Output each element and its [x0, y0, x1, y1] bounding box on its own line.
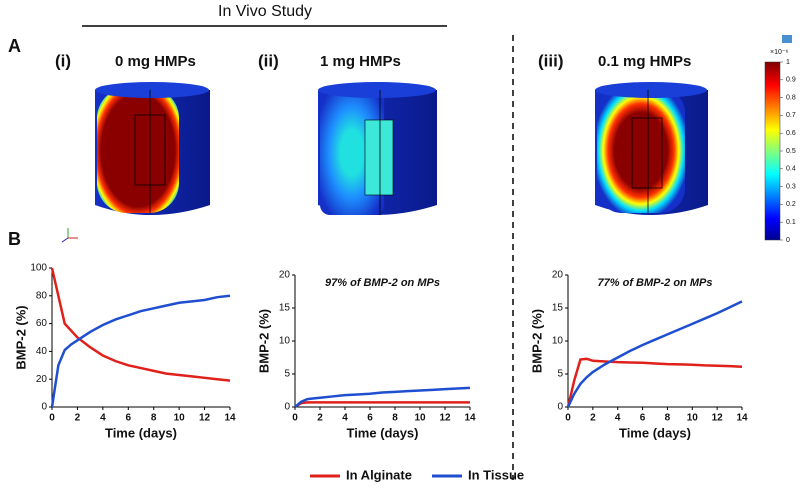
column-label: (ii) — [258, 51, 279, 70]
y-tick-label: 10 — [552, 336, 564, 347]
colorbar-tick-label: 0.9 — [786, 77, 796, 84]
x-tick-label: 6 — [126, 413, 132, 424]
y-tick-label: 0 — [41, 402, 47, 413]
y-tick-label: 0 — [557, 402, 563, 413]
x-tick-label: 2 — [317, 413, 323, 424]
series-line — [566, 300, 743, 408]
y-tick-label: 20 — [552, 270, 564, 281]
column-title: 1 mg HMPs — [320, 53, 401, 70]
x-tick-label: 12 — [439, 413, 451, 424]
colorbar — [764, 61, 781, 241]
legend-label: In Alginate — [346, 467, 412, 482]
series-line — [566, 357, 743, 408]
x-axis-label: Time (days) — [346, 425, 418, 440]
column-label: (iii) — [538, 51, 564, 70]
column-title: 0 mg HMPs — [115, 53, 196, 70]
x-tick-label: 0 — [565, 413, 571, 424]
x-tick-label: 4 — [615, 413, 621, 424]
x-tick-label: 4 — [100, 413, 106, 424]
colorbar-tick-label: 0.7 — [786, 112, 796, 119]
x-tick-label: 8 — [151, 413, 157, 424]
x-tick-label: 12 — [199, 413, 211, 424]
colorbar-tick-label: 0.4 — [786, 166, 796, 173]
panel-label: B — [8, 229, 21, 249]
y-axis-label: BMP-2 (%) — [256, 309, 271, 373]
colorbar-tick-label: 0.8 — [786, 94, 796, 101]
y-tick-label: 60 — [36, 318, 48, 329]
x-tick-label: 8 — [392, 413, 398, 424]
panel-label: A — [8, 36, 21, 56]
x-axis-label: Time (days) — [105, 425, 177, 440]
x-tick-label: 8 — [665, 413, 671, 424]
x-tick-label: 14 — [224, 413, 236, 424]
colorbar-tick-label: 0.6 — [786, 130, 796, 137]
y-tick-label: 15 — [279, 303, 291, 314]
colorbar-tick-label: 0.5 — [786, 148, 796, 155]
colorbar-tick-label: 0.3 — [786, 183, 796, 190]
annotation: 97% of BMP-2 on MPs — [325, 277, 440, 289]
colorbar-tick-label: 0.2 — [786, 201, 796, 208]
series-line — [294, 386, 471, 408]
y-tick-label: 20 — [36, 374, 48, 385]
figure-title: In Vivo Study — [218, 3, 312, 20]
y-tick-label: 20 — [279, 270, 291, 281]
x-tick-label: 14 — [464, 413, 476, 424]
x-tick-label: 0 — [292, 413, 298, 424]
column-title: 0.1 mg HMPs — [598, 53, 691, 70]
series-line — [50, 294, 231, 408]
series-line — [294, 401, 470, 409]
axis-line — [294, 275, 470, 408]
x-tick-label: 10 — [687, 413, 699, 424]
x-tick-label: 0 — [49, 413, 55, 424]
colorbar-tick-label: 1 — [786, 59, 790, 66]
y-tick-label: 10 — [279, 336, 291, 347]
y-tick-label: 80 — [36, 290, 48, 301]
series-line — [50, 267, 231, 382]
colorbar-tick-label: 0 — [786, 237, 790, 244]
x-tick-label: 14 — [736, 413, 748, 424]
y-tick-label: 100 — [30, 263, 47, 274]
axis-triad — [61, 228, 78, 243]
x-tick-label: 6 — [640, 413, 646, 424]
y-axis-label: BMP-2 (%) — [529, 309, 544, 373]
x-tick-label: 12 — [712, 413, 724, 424]
y-tick-label: 40 — [36, 346, 48, 357]
x-tick-label: 2 — [75, 413, 81, 424]
simulation-image — [95, 82, 210, 215]
y-tick-label: 5 — [557, 369, 563, 380]
colorbar-tick-label: 0.1 — [786, 219, 796, 226]
legend-label: In Tissue — [468, 467, 524, 482]
y-tick-label: 0 — [284, 402, 290, 413]
annotation: 77% of BMP-2 on MPs — [598, 277, 713, 289]
y-tick-label: 5 — [284, 369, 290, 380]
simulation-image — [595, 82, 708, 215]
x-axis-label: Time (days) — [619, 425, 691, 440]
x-tick-label: 2 — [590, 413, 596, 424]
x-tick-label: 6 — [367, 413, 373, 424]
x-tick-label: 4 — [342, 413, 348, 424]
y-axis-label: BMP-2 (%) — [13, 305, 28, 369]
column-label: (i) — [55, 51, 71, 70]
icon — [782, 35, 792, 43]
simulation-image — [318, 82, 437, 215]
y-tick-label: 15 — [552, 303, 564, 314]
colorbar-exponent: ×10⁻⁶ — [770, 49, 789, 56]
x-tick-label: 10 — [414, 413, 426, 424]
x-tick-label: 10 — [174, 413, 186, 424]
